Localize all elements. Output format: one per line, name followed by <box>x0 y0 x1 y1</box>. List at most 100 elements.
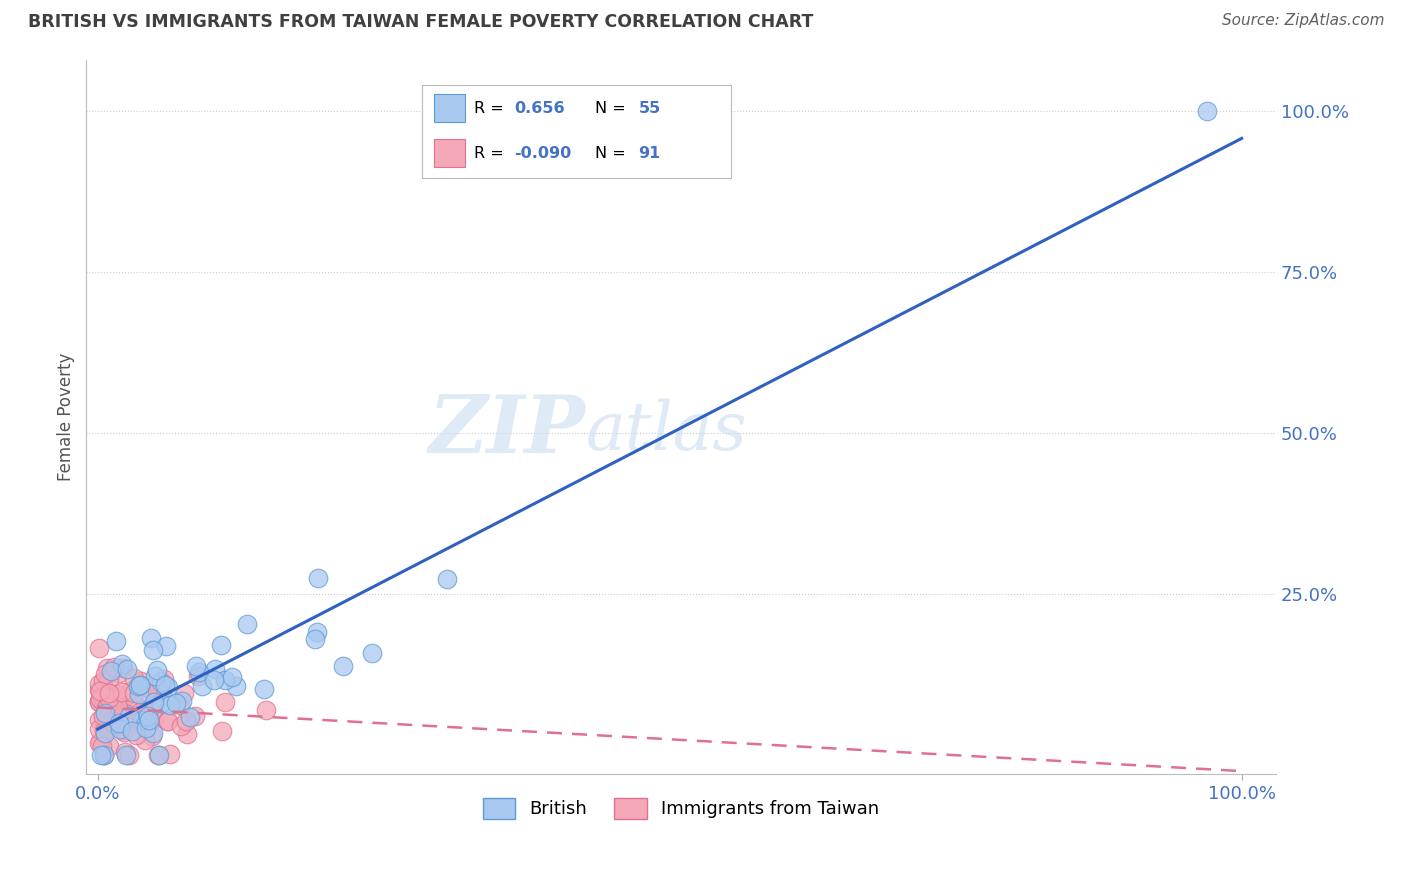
Point <box>105 705 128 719</box>
Point <box>90 739 112 753</box>
Point <box>148 682 170 697</box>
Point <box>134 733 156 747</box>
Point <box>254 702 277 716</box>
Point <box>108 722 131 736</box>
Y-axis label: Female Poverty: Female Poverty <box>58 352 75 481</box>
Point <box>93 725 115 739</box>
Point <box>87 736 110 750</box>
Point <box>143 712 166 726</box>
Point <box>93 747 115 762</box>
Point <box>103 706 125 721</box>
Point <box>124 685 146 699</box>
Point <box>94 706 117 720</box>
Text: N =: N = <box>595 145 631 161</box>
Point <box>129 678 152 692</box>
Point <box>145 669 167 683</box>
Point <box>101 706 124 721</box>
Point <box>184 659 207 673</box>
Point <box>87 722 110 736</box>
Point <box>107 666 129 681</box>
Point <box>91 690 114 704</box>
Point <box>146 663 169 677</box>
Point <box>1197 104 1219 119</box>
Point <box>150 697 173 711</box>
Point <box>107 699 129 714</box>
Point <box>129 677 152 691</box>
Point <box>101 700 124 714</box>
Point <box>94 718 117 732</box>
Point <box>138 681 160 696</box>
Point <box>93 714 115 728</box>
Point <box>128 687 150 701</box>
Point <box>111 685 134 699</box>
Point <box>221 670 243 684</box>
Point <box>105 688 128 702</box>
Point <box>103 716 125 731</box>
Point <box>155 677 177 691</box>
Point <box>93 723 115 738</box>
Text: R =: R = <box>474 101 509 116</box>
Point <box>118 720 141 734</box>
Point <box>156 714 179 728</box>
Point <box>93 718 115 732</box>
Point <box>159 698 181 712</box>
Point <box>124 697 146 711</box>
Point <box>103 660 125 674</box>
Point <box>143 695 166 709</box>
Point <box>118 684 141 698</box>
Point <box>139 632 162 646</box>
Point <box>146 747 169 762</box>
Point <box>91 698 114 713</box>
Point <box>127 679 149 693</box>
Point <box>135 716 157 731</box>
Point <box>111 723 134 738</box>
Legend: British, Immigrants from Taiwan: British, Immigrants from Taiwan <box>475 790 887 826</box>
Point <box>93 666 115 681</box>
Point <box>112 661 135 675</box>
Point <box>115 688 138 702</box>
Point <box>125 715 148 730</box>
Point <box>157 681 180 695</box>
Point <box>93 747 115 762</box>
Point <box>112 717 135 731</box>
Point <box>117 707 139 722</box>
Text: -0.090: -0.090 <box>515 145 572 161</box>
Point <box>132 703 155 717</box>
Point <box>157 714 180 728</box>
Point <box>87 641 110 656</box>
Point <box>100 664 122 678</box>
Point <box>101 710 124 724</box>
Point <box>100 718 122 732</box>
Point <box>131 674 153 689</box>
Point <box>142 725 165 739</box>
Point <box>191 679 214 693</box>
Point <box>114 745 136 759</box>
Text: 91: 91 <box>638 145 661 161</box>
Point <box>173 686 195 700</box>
Point <box>204 662 226 676</box>
Point <box>136 709 159 723</box>
Point <box>214 695 236 709</box>
Point <box>209 638 232 652</box>
Text: BRITISH VS IMMIGRANTS FROM TAIWAN FEMALE POVERTY CORRELATION CHART: BRITISH VS IMMIGRANTS FROM TAIWAN FEMALE… <box>28 13 814 31</box>
Point <box>94 707 117 722</box>
Point <box>87 695 110 709</box>
Point <box>117 662 139 676</box>
Point <box>96 703 118 717</box>
Point <box>90 747 112 762</box>
Point <box>93 684 115 698</box>
Point <box>436 573 458 587</box>
Text: ZIP: ZIP <box>429 392 586 470</box>
Point <box>361 647 384 661</box>
Point <box>307 571 329 585</box>
Point <box>94 701 117 715</box>
Point <box>111 657 134 672</box>
FancyBboxPatch shape <box>434 139 465 167</box>
Text: R =: R = <box>474 145 509 161</box>
Point <box>138 713 160 727</box>
Point <box>150 675 173 690</box>
Text: atlas: atlas <box>586 399 748 464</box>
Point <box>91 709 114 723</box>
Point <box>97 739 120 753</box>
Point <box>174 714 197 728</box>
